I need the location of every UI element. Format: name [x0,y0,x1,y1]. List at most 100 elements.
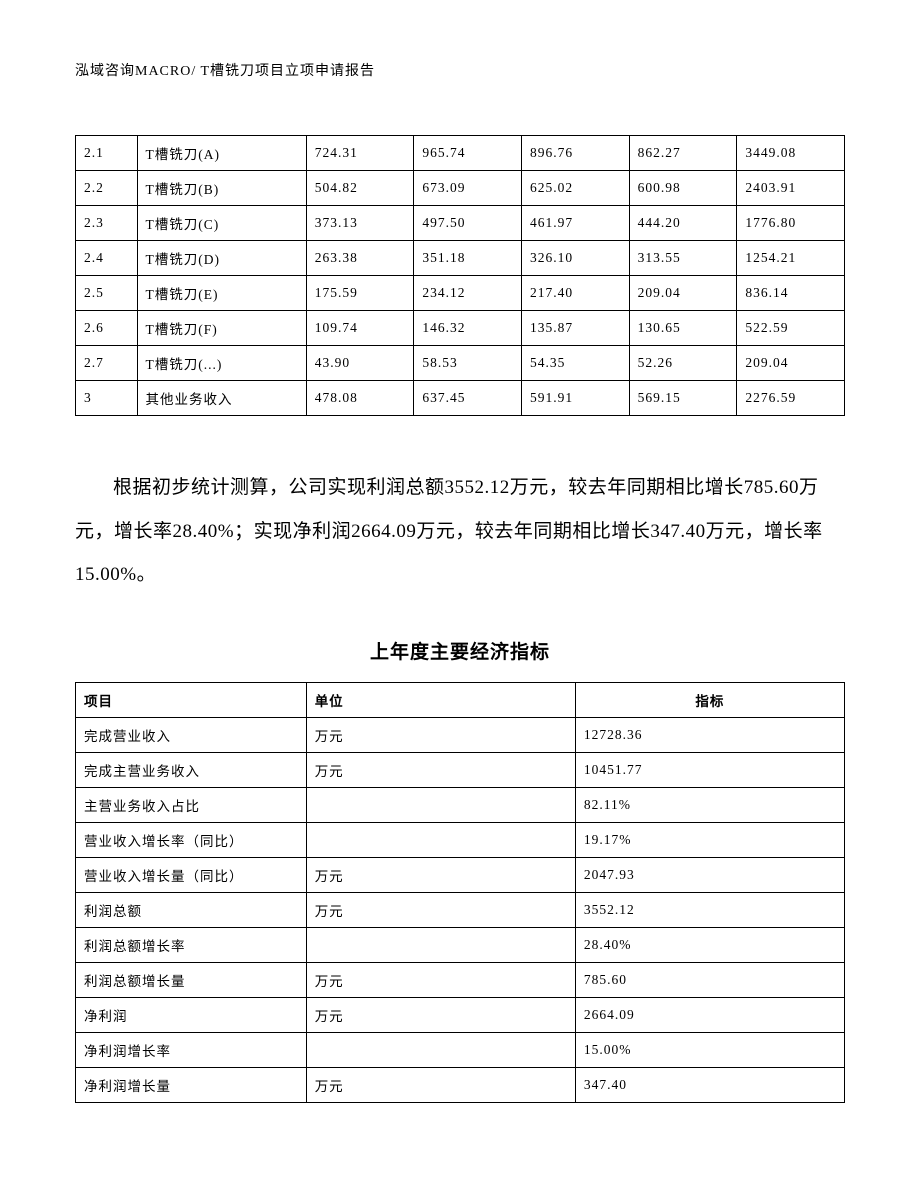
table-cell: 2.7 [76,346,138,381]
table-cell: 43.90 [306,346,414,381]
summary-paragraph: 根据初步统计测算，公司实现利润总额3552.12万元，较去年同期相比增长785.… [75,466,845,597]
table-cell: 3449.08 [737,136,845,171]
table-row: 营业收入增长量（同比）万元2047.93 [76,858,845,893]
table-cell: 52.26 [629,346,737,381]
table-cell: 万元 [306,753,575,788]
table-row: 利润总额增长量万元785.60 [76,963,845,998]
table-cell: 2.6 [76,311,138,346]
table-cell: 109.74 [306,311,414,346]
table-cell: 600.98 [629,171,737,206]
table2-header-row: 项目 单位 指标 [76,683,845,718]
table-cell: 347.40 [575,1068,844,1103]
table-cell: 主营业务收入占比 [76,788,307,823]
table-cell: 862.27 [629,136,737,171]
table-cell: 54.35 [522,346,630,381]
table-cell: 2.3 [76,206,138,241]
table-cell: 万元 [306,1068,575,1103]
economic-indicators-table: 项目 单位 指标 完成营业收入万元12728.36完成主营业务收入万元10451… [75,682,845,1103]
table-cell: 3 [76,381,138,416]
table-cell: 234.12 [414,276,522,311]
table-row: 营业收入增长率（同比） 19.17% [76,823,845,858]
table-cell: 625.02 [522,171,630,206]
table-row: 2.6T槽铣刀(F)109.74146.32135.87130.65522.59 [76,311,845,346]
table-cell: 209.04 [737,346,845,381]
table-cell: 504.82 [306,171,414,206]
table-cell: T槽铣刀(D) [137,241,306,276]
table-cell: 146.32 [414,311,522,346]
section-title: 上年度主要经济指标 [75,637,845,664]
table2-body: 完成营业收入万元12728.36完成主营业务收入万元10451.77主营业务收入… [76,718,845,1103]
table-row: 利润总额增长率 28.40% [76,928,845,963]
header-text: 泓域咨询MACRO/ T槽铣刀项目立项申请报告 [75,64,375,79]
table-cell: 1776.80 [737,206,845,241]
table-cell: 28.40% [575,928,844,963]
table-row: 净利润万元2664.09 [76,998,845,1033]
table-cell: 2.5 [76,276,138,311]
table-row: 完成营业收入万元12728.36 [76,718,845,753]
table-row: 净利润增长量万元347.40 [76,1068,845,1103]
table-cell: 836.14 [737,276,845,311]
table-cell: 万元 [306,858,575,893]
table-cell: 完成主营业务收入 [76,753,307,788]
table-cell: 其他业务收入 [137,381,306,416]
table-cell: 利润总额增长率 [76,928,307,963]
table-cell: 637.45 [414,381,522,416]
table-cell: 497.50 [414,206,522,241]
table-cell: 130.65 [629,311,737,346]
table-cell: 营业收入增长率（同比） [76,823,307,858]
table-cell: 522.59 [737,311,845,346]
table-cell: 444.20 [629,206,737,241]
table-cell: 利润总额 [76,893,307,928]
table-cell: 12728.36 [575,718,844,753]
table-cell: 19.17% [575,823,844,858]
table-row: 完成主营业务收入万元10451.77 [76,753,845,788]
table1-body: 2.1T槽铣刀(A)724.31965.74896.76862.273449.0… [76,136,845,416]
table-cell: 2403.91 [737,171,845,206]
table-cell: 263.38 [306,241,414,276]
table-row: 3其他业务收入478.08637.45591.91569.152276.59 [76,381,845,416]
table-cell [306,788,575,823]
table-cell [306,823,575,858]
table-cell: 万元 [306,963,575,998]
table-cell: 135.87 [522,311,630,346]
table-cell: 净利润增长率 [76,1033,307,1068]
table-cell: 673.09 [414,171,522,206]
table2-header-1: 单位 [306,683,575,718]
table-row: 2.1T槽铣刀(A)724.31965.74896.76862.273449.0… [76,136,845,171]
table-cell: T槽铣刀(...) [137,346,306,381]
table-row: 净利润增长率 15.00% [76,1033,845,1068]
table-cell: 2.1 [76,136,138,171]
table-row: 2.3T槽铣刀(C)373.13497.50461.97444.201776.8… [76,206,845,241]
table-row: 利润总额万元3552.12 [76,893,845,928]
table-cell: 217.40 [522,276,630,311]
table-cell: 724.31 [306,136,414,171]
table-cell: 2664.09 [575,998,844,1033]
table-row: 2.5T槽铣刀(E)175.59234.12217.40209.04836.14 [76,276,845,311]
table-cell: 净利润增长量 [76,1068,307,1103]
table-row: 2.2T槽铣刀(B)504.82673.09625.02600.982403.9… [76,171,845,206]
table-cell: 478.08 [306,381,414,416]
table-cell: 2276.59 [737,381,845,416]
table-cell: 10451.77 [575,753,844,788]
page-header: 泓域咨询MACRO/ T槽铣刀项目立项申请报告 [75,60,845,80]
table-cell: 569.15 [629,381,737,416]
table-row: 主营业务收入占比 82.11% [76,788,845,823]
table-cell: 82.11% [575,788,844,823]
table-cell: 营业收入增长量（同比） [76,858,307,893]
table-cell: 785.60 [575,963,844,998]
table-cell: 利润总额增长量 [76,963,307,998]
table-row: 2.4T槽铣刀(D)263.38351.18326.10313.551254.2… [76,241,845,276]
table-cell [306,928,575,963]
table-cell: 209.04 [629,276,737,311]
table-cell: 175.59 [306,276,414,311]
table-cell: 313.55 [629,241,737,276]
table-cell: 15.00% [575,1033,844,1068]
table-cell: 965.74 [414,136,522,171]
product-revenue-table: 2.1T槽铣刀(A)724.31965.74896.76862.273449.0… [75,135,845,416]
table-cell: 896.76 [522,136,630,171]
table-cell: 58.53 [414,346,522,381]
table2-header-0: 项目 [76,683,307,718]
table-cell: T槽铣刀(C) [137,206,306,241]
table2-header-2: 指标 [575,683,844,718]
table-cell: 净利润 [76,998,307,1033]
